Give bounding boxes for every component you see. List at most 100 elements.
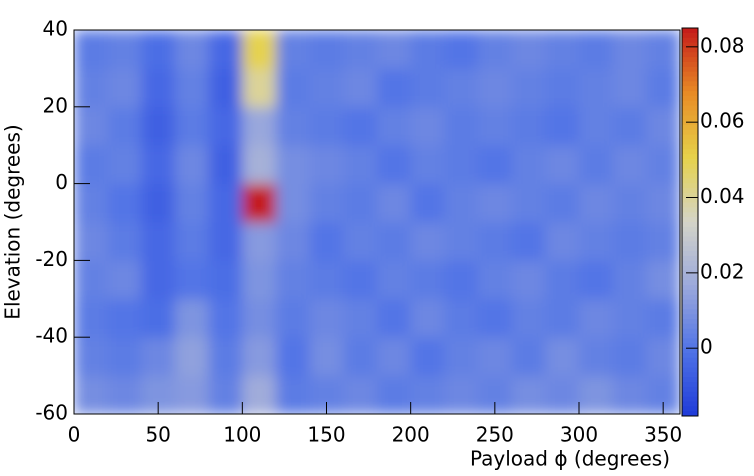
x-tick-label: 50 [145,423,170,447]
cell [545,145,580,185]
cell [444,183,479,223]
cell [579,106,614,146]
x-tick-label: 150 [307,423,345,447]
colorbar-step [682,134,698,141]
colorbar-step [682,202,698,208]
cell [410,260,445,300]
cell [612,183,647,223]
cell [444,298,479,338]
cell [478,337,513,377]
cell [478,260,513,300]
cell [343,260,378,300]
cell [511,30,546,69]
colorbar-step [682,285,698,291]
cell [579,30,614,69]
cell [478,298,513,338]
cell [444,337,479,377]
cell [276,106,311,146]
colorbar-step [682,154,698,160]
cell [208,68,243,108]
cell [545,183,580,223]
cell [276,145,311,185]
cell [74,106,109,146]
cell [478,145,513,185]
cell [646,30,680,69]
cell [579,68,614,108]
z-tick-label: 0.06 [700,109,745,133]
colorbar-step [682,52,698,58]
y-tick-label: 40 [43,17,68,41]
colorbar-step [682,129,698,136]
cell [276,30,311,69]
cell [175,375,210,414]
colorbar-step [682,367,698,373]
cell [107,260,142,300]
x-axis-label: Payload ϕ (degrees) [470,447,670,471]
cell [309,183,344,223]
cell [309,145,344,185]
cell [276,222,311,261]
cell [242,375,277,414]
colorbar-step [682,110,698,116]
cell [377,222,412,261]
cell [276,298,311,338]
colorbar-step [682,222,698,228]
colorbar-step [682,323,698,330]
cell [410,298,445,338]
cell [74,375,109,414]
colorbar-step [682,241,698,247]
cell [141,298,176,338]
cell [444,375,479,414]
colorbar-step [682,275,698,281]
cell [208,30,243,69]
cell [208,222,243,261]
colorbar-step [682,260,698,267]
cell [377,337,412,377]
cell [410,145,445,185]
cell [343,30,378,69]
cell [579,337,614,377]
cell [175,30,210,69]
colorbar-step [682,294,698,301]
x-tick-label: 0 [68,423,81,447]
cell [107,30,142,69]
colorbar-step [682,125,698,131]
colorbar-step [682,168,698,174]
cell [107,68,142,108]
colorbar-step [682,91,698,97]
cell [410,375,445,414]
cell [646,298,680,338]
cell [511,145,546,185]
cell [579,183,614,223]
colorbar-step [682,207,698,213]
cell [579,298,614,338]
cell [309,222,344,261]
colorbar-step [682,66,698,73]
y-tick-label: -40 [35,324,68,348]
cell [545,30,580,69]
cell [410,183,445,223]
cell [74,337,109,377]
cell [377,375,412,414]
cell [612,337,647,377]
colorbar-step [682,120,698,126]
colorbar-step [682,362,698,368]
cell [74,145,109,185]
cell [208,375,243,414]
colorbar-step [682,396,698,402]
x-tick-label: 200 [392,423,430,447]
cell [612,375,647,414]
cell [276,337,311,377]
colorbar-step [682,139,698,145]
cell [646,260,680,300]
cell [276,68,311,108]
cell [141,183,176,223]
cell [208,145,243,185]
cell [511,183,546,223]
cell [309,68,344,108]
colorbar-step [682,188,698,194]
cell [242,260,277,300]
cell [74,222,109,261]
cell [242,106,277,146]
